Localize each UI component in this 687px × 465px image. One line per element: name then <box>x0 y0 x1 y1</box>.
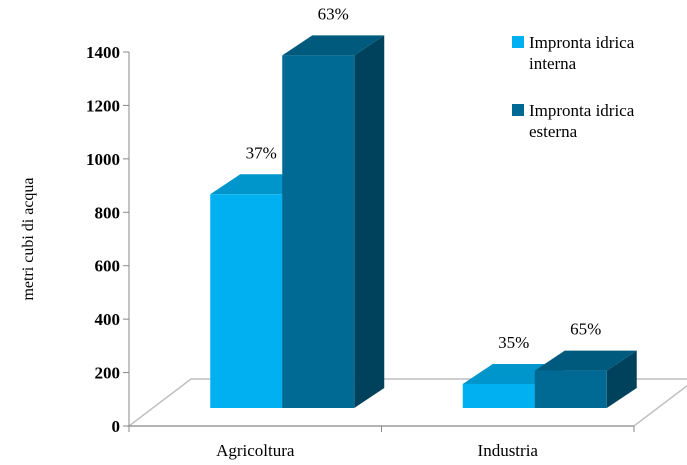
bar-data-label: 65% <box>570 320 601 339</box>
legend-item-interna: Impronta idrica interna <box>512 32 684 74</box>
y-tick-label: 1400 <box>86 43 120 62</box>
y-tick-label: 1200 <box>86 96 120 115</box>
bar-front-face <box>210 194 282 408</box>
bar-front-face <box>535 371 607 408</box>
legend-label-interna: Impronta idrica interna <box>529 32 684 74</box>
x-category-label: Industria <box>478 441 539 460</box>
y-tick-label: 200 <box>95 364 121 383</box>
bar-esterna-agricoltura <box>282 35 384 408</box>
x-axis-categories: Agricoltura Industria <box>129 426 634 460</box>
legend-item-esterna: Impronta idrica esterna <box>512 100 684 142</box>
legend-label-esterna: Impronta idrica esterna <box>529 100 684 142</box>
y-axis-label: metri cubi di acqua <box>20 177 37 300</box>
y-tick-label: 400 <box>95 310 121 329</box>
bar-side-face <box>354 35 384 408</box>
y-axis-ticks: 0 200 400 600 800 1000 1200 1400 <box>86 43 129 436</box>
bar-front-face <box>463 384 535 408</box>
y-tick-label: 600 <box>95 257 121 276</box>
bar-data-label: 35% <box>498 333 529 352</box>
y-tick-label: 1000 <box>86 150 120 169</box>
bar-data-label: 37% <box>246 143 277 162</box>
x-category-label: Agricoltura <box>216 441 295 460</box>
legend-swatch-esterna <box>512 104 524 116</box>
chart-legend: Impronta idrica interna Impronta idrica … <box>512 32 684 168</box>
legend-swatch-interna <box>512 36 524 48</box>
y-tick-label: 800 <box>95 203 121 222</box>
y-tick-label: 0 <box>112 417 121 436</box>
bar-front-face <box>282 55 354 408</box>
bar-data-label: 63% <box>318 4 349 23</box>
